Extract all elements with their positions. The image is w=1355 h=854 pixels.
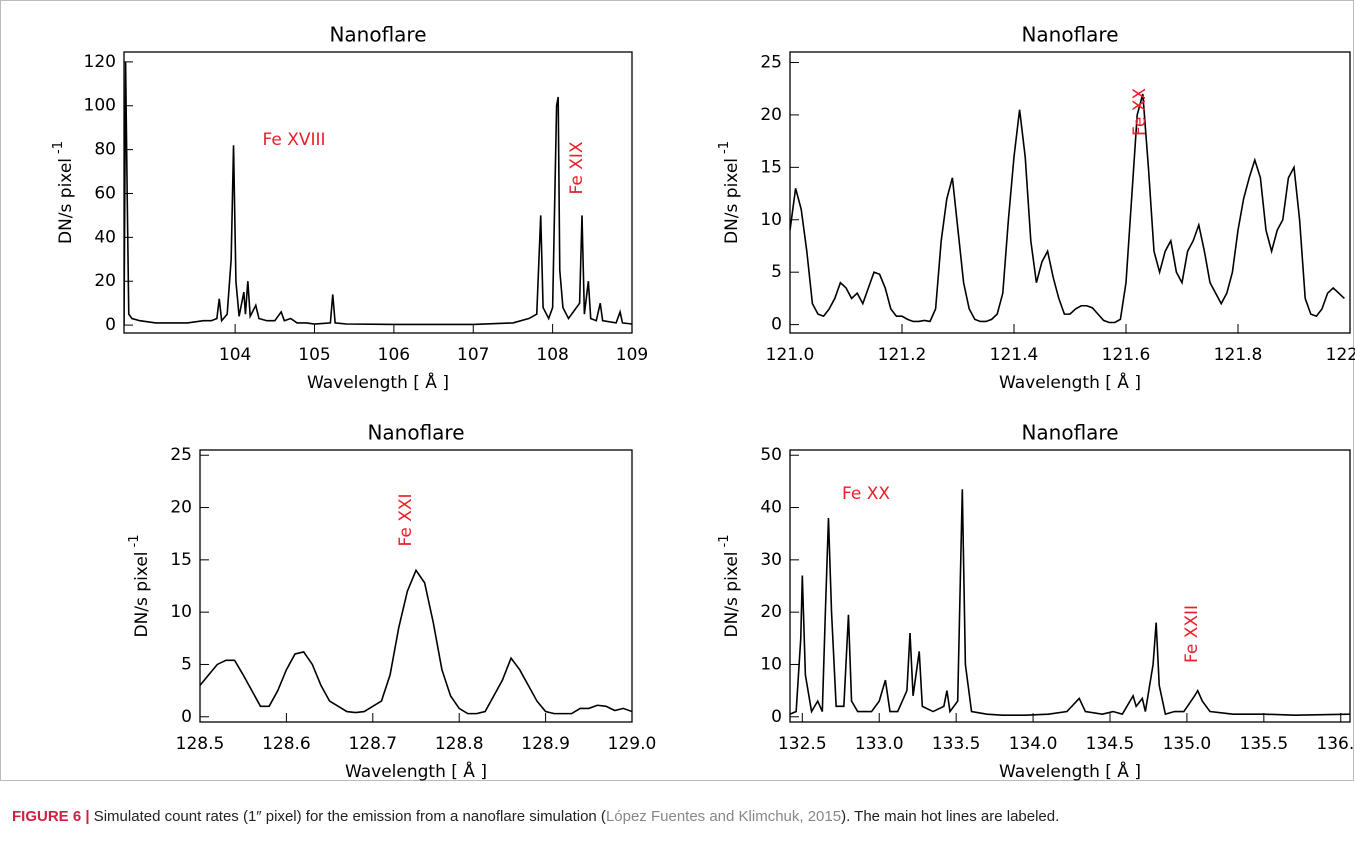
x-axis-label: Wavelength [ Å ] <box>999 371 1141 393</box>
y-tick-label: 5 <box>771 262 782 282</box>
panel: Nanoflare Wavelength [ Å ] DN/s pixel -1 128… <box>127 421 657 783</box>
chart-title: Nanoflare <box>329 23 426 47</box>
y-tick-label: 40 <box>94 227 116 247</box>
y-tick-label: 20 <box>94 271 116 291</box>
y-axis-label-exponent: -1 <box>717 141 732 154</box>
y-axis-label-exponent: -1 <box>717 535 732 548</box>
y-tick-label: 10 <box>760 210 782 230</box>
plot-frame <box>199 449 633 723</box>
figure-frame <box>0 0 1354 781</box>
y-axis-label: DN/s pixel -1 <box>127 535 153 638</box>
x-tick-label: 129.0 <box>608 734 657 754</box>
x-tick-label: 121.0 <box>766 345 815 365</box>
y-tick-label: 25 <box>760 52 782 72</box>
x-axis-label: Wavelength [ Å ] <box>345 760 487 782</box>
x-tick-label: 109 <box>616 345 648 365</box>
line-annotation: Fe XX <box>842 484 890 504</box>
plot-frame <box>789 51 1351 334</box>
x-tick-label: 134.5 <box>1086 734 1135 754</box>
x-tick-label: 133.5 <box>932 734 981 754</box>
x-tick-label: 128.9 <box>521 734 570 754</box>
x-tick-label: 133.0 <box>855 734 904 754</box>
y-axis-label-exponent: -1 <box>51 141 66 154</box>
y-tick-label: 25 <box>170 445 192 465</box>
line-annotation: Fe XX <box>1130 88 1150 136</box>
y-tick-label: 0 <box>105 315 116 335</box>
x-tick-label: 107 <box>457 345 489 365</box>
x-tick-label: 135.0 <box>1163 734 1212 754</box>
x-tick-label: 135.5 <box>1240 734 1289 754</box>
x-tick-label: 128.6 <box>262 734 311 754</box>
x-tick-label: 105 <box>298 345 330 365</box>
chart-title: Nanoflare <box>1021 421 1118 445</box>
chart-title: Nanoflare <box>367 421 464 445</box>
y-tick-label: 0 <box>181 707 192 727</box>
y-tick-label: 20 <box>170 498 192 518</box>
x-tick-label: 104 <box>219 345 251 365</box>
caption-text-end: ). The main hot lines are labeled. <box>841 808 1060 825</box>
y-tick-label: 15 <box>760 157 782 177</box>
x-tick-label: 121.8 <box>1214 345 1263 365</box>
x-tick-label: 136.0 <box>1316 734 1355 754</box>
y-tick-label: 40 <box>760 498 782 518</box>
spectrum-line <box>790 93 1345 324</box>
x-tick-label: 106 <box>378 345 410 365</box>
panel: Nanoflare Wavelength [ Å ] DN/s pixel -1 132… <box>717 421 1355 783</box>
y-axis-label: DN/s pixel -1 <box>717 535 743 638</box>
y-tick-label: 10 <box>760 654 782 674</box>
caption-text: Simulated count rates (1″ pixel) for the… <box>93 808 606 825</box>
x-tick-label: 108 <box>536 345 568 365</box>
y-axis-label-text: DN/s pixel <box>722 551 742 637</box>
y-tick-label: 80 <box>94 140 116 160</box>
y-tick-label: 15 <box>170 550 192 570</box>
caption-reference[interactable]: López Fuentes and Klimchuk, 2015 <box>605 808 842 825</box>
y-tick-label: 100 <box>84 96 116 116</box>
spectrum-line <box>200 568 632 715</box>
y-axis-label: DN/s pixel -1 <box>717 141 743 244</box>
y-axis-label-text: DN/s pixel <box>132 551 152 637</box>
plot-frame <box>123 51 633 334</box>
x-tick-label: 128.8 <box>435 734 484 754</box>
line-annotation: Fe XVIII <box>262 130 325 150</box>
y-axis-label-exponent: -1 <box>127 535 142 548</box>
y-tick-label: 120 <box>84 52 116 72</box>
y-tick-label: 10 <box>170 602 192 622</box>
y-tick-label: 50 <box>760 445 782 465</box>
spectrum-line <box>790 489 1350 717</box>
y-axis-label-text: DN/s pixel <box>722 158 742 244</box>
line-annotation: Fe XXII <box>1182 605 1202 663</box>
y-axis-label-text: DN/s pixel <box>56 158 76 244</box>
line-annotation: Fe XXI <box>396 493 416 546</box>
x-tick-label: 128.5 <box>176 734 225 754</box>
panel: Nanoflare Wavelength [ Å ] DN/s pixel -1 121… <box>717 23 1355 394</box>
x-tick-label: 134.0 <box>1009 734 1058 754</box>
y-axis-label: DN/s pixel -1 <box>51 141 77 244</box>
spectrum-line <box>124 61 632 326</box>
x-axis-label: Wavelength [ Å ] <box>307 371 449 393</box>
y-tick-label: 30 <box>760 550 782 570</box>
panel: Nanoflare Wavelength [ Å ] DN/s pixel -1 104… <box>51 23 649 394</box>
x-tick-label: 132.5 <box>778 734 827 754</box>
line-annotation: Fe XIX <box>567 141 587 194</box>
plot-frame <box>789 449 1351 723</box>
chart-title: Nanoflare <box>1021 23 1118 47</box>
y-tick-label: 5 <box>181 654 192 674</box>
x-tick-label: 121.6 <box>1102 345 1151 365</box>
y-tick-label: 0 <box>771 315 782 335</box>
y-tick-label: 60 <box>94 183 116 203</box>
y-tick-label: 20 <box>760 602 782 622</box>
x-tick-label: 121.4 <box>990 345 1039 365</box>
caption-label: FIGURE 6 | <box>12 808 90 825</box>
caption: FIGURE 6 | Simulated count rates (1″ pix… <box>12 808 1342 825</box>
y-tick-label: 20 <box>760 105 782 125</box>
x-tick-label: 128.7 <box>348 734 397 754</box>
x-axis-label: Wavelength [ Å ] <box>999 760 1141 782</box>
x-tick-label: 121.2 <box>878 345 927 365</box>
x-tick-label: 122.0 <box>1326 345 1355 365</box>
y-tick-label: 0 <box>771 707 782 727</box>
